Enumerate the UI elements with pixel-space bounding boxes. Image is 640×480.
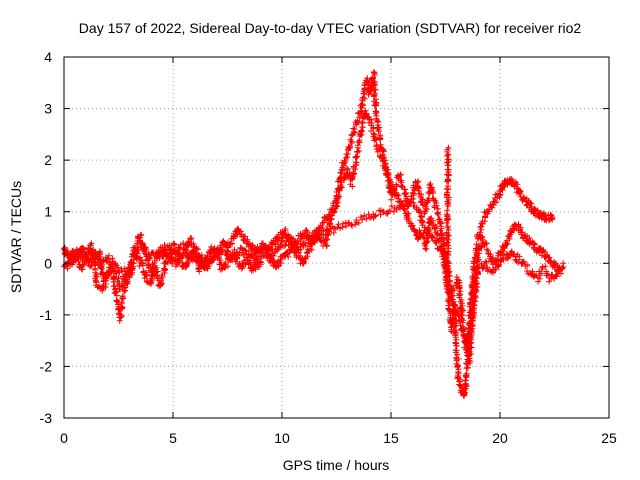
- y-tick-label: 4: [44, 49, 52, 65]
- data-points: [60, 69, 567, 399]
- y-tick-label: -3: [40, 410, 53, 426]
- x-tick-label: 25: [601, 430, 617, 446]
- x-axis-label: GPS time / hours: [283, 457, 390, 473]
- series-markers: [60, 195, 567, 351]
- series-markers: [443, 144, 452, 277]
- axes: 0 5 10 15 20 25 -3 -2 -1 0 1 2 3 4: [40, 49, 617, 446]
- y-axis-label: SDTVAR / TECUs: [8, 181, 24, 293]
- y-tick-label: 0: [44, 255, 52, 271]
- chart-title: Day 157 of 2022, Sidereal Day-to-day VTE…: [79, 20, 582, 36]
- series-1: [61, 69, 556, 399]
- series-markers: [61, 69, 556, 399]
- x-tick-label: 10: [274, 430, 290, 446]
- x-tick-label: 20: [492, 430, 508, 446]
- x-tick-label: 15: [383, 430, 399, 446]
- y-tick-label: -1: [40, 307, 53, 323]
- x-tick-label: 5: [169, 430, 177, 446]
- plot-frame: [63, 56, 610, 419]
- y-tick-label: 1: [44, 204, 52, 220]
- x-tick-label: 0: [60, 430, 68, 446]
- y-tick-label: 3: [44, 101, 52, 117]
- series-3: [60, 195, 567, 351]
- series-4: [443, 144, 452, 277]
- y-tick-label: 2: [44, 152, 52, 168]
- y-tick-label: -2: [40, 358, 53, 374]
